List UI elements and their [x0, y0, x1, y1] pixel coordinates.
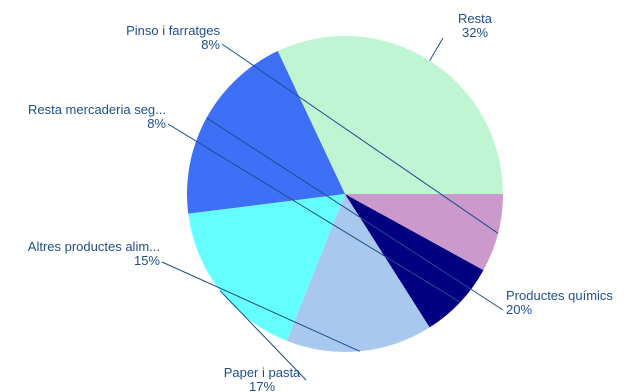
leader-line: [206, 117, 504, 311]
slice-percent: 15%: [134, 253, 160, 268]
leader-line: [429, 37, 444, 61]
slice-label: Altres productes alim...: [28, 239, 160, 254]
slice-label: Resta: [458, 11, 493, 26]
pie-slice: [345, 194, 503, 271]
pie-slices: [187, 35, 503, 352]
slice-label: Productes químics: [506, 288, 613, 303]
slice-percent: 8%: [147, 116, 166, 131]
leader-line: [219, 290, 307, 381]
pie-slice: [286, 194, 430, 352]
slice-percent: 32%: [462, 25, 488, 40]
leader-line: [161, 261, 361, 352]
pie-slice: [187, 51, 345, 214]
pie-slice: [188, 194, 345, 341]
leader-line: [221, 43, 499, 234]
slice-percent: 20%: [506, 302, 532, 317]
slice-percent: 8%: [201, 37, 220, 52]
pie-slice: [345, 194, 484, 328]
slice-label: Paper i pasta: [224, 365, 301, 380]
leader-line: [167, 123, 461, 303]
slice-label: Resta mercaderia seg...: [28, 102, 166, 117]
slice-percent: 17%: [249, 379, 275, 392]
pie-slice: [277, 35, 503, 194]
slice-label: Pinso i farratges: [126, 23, 220, 38]
